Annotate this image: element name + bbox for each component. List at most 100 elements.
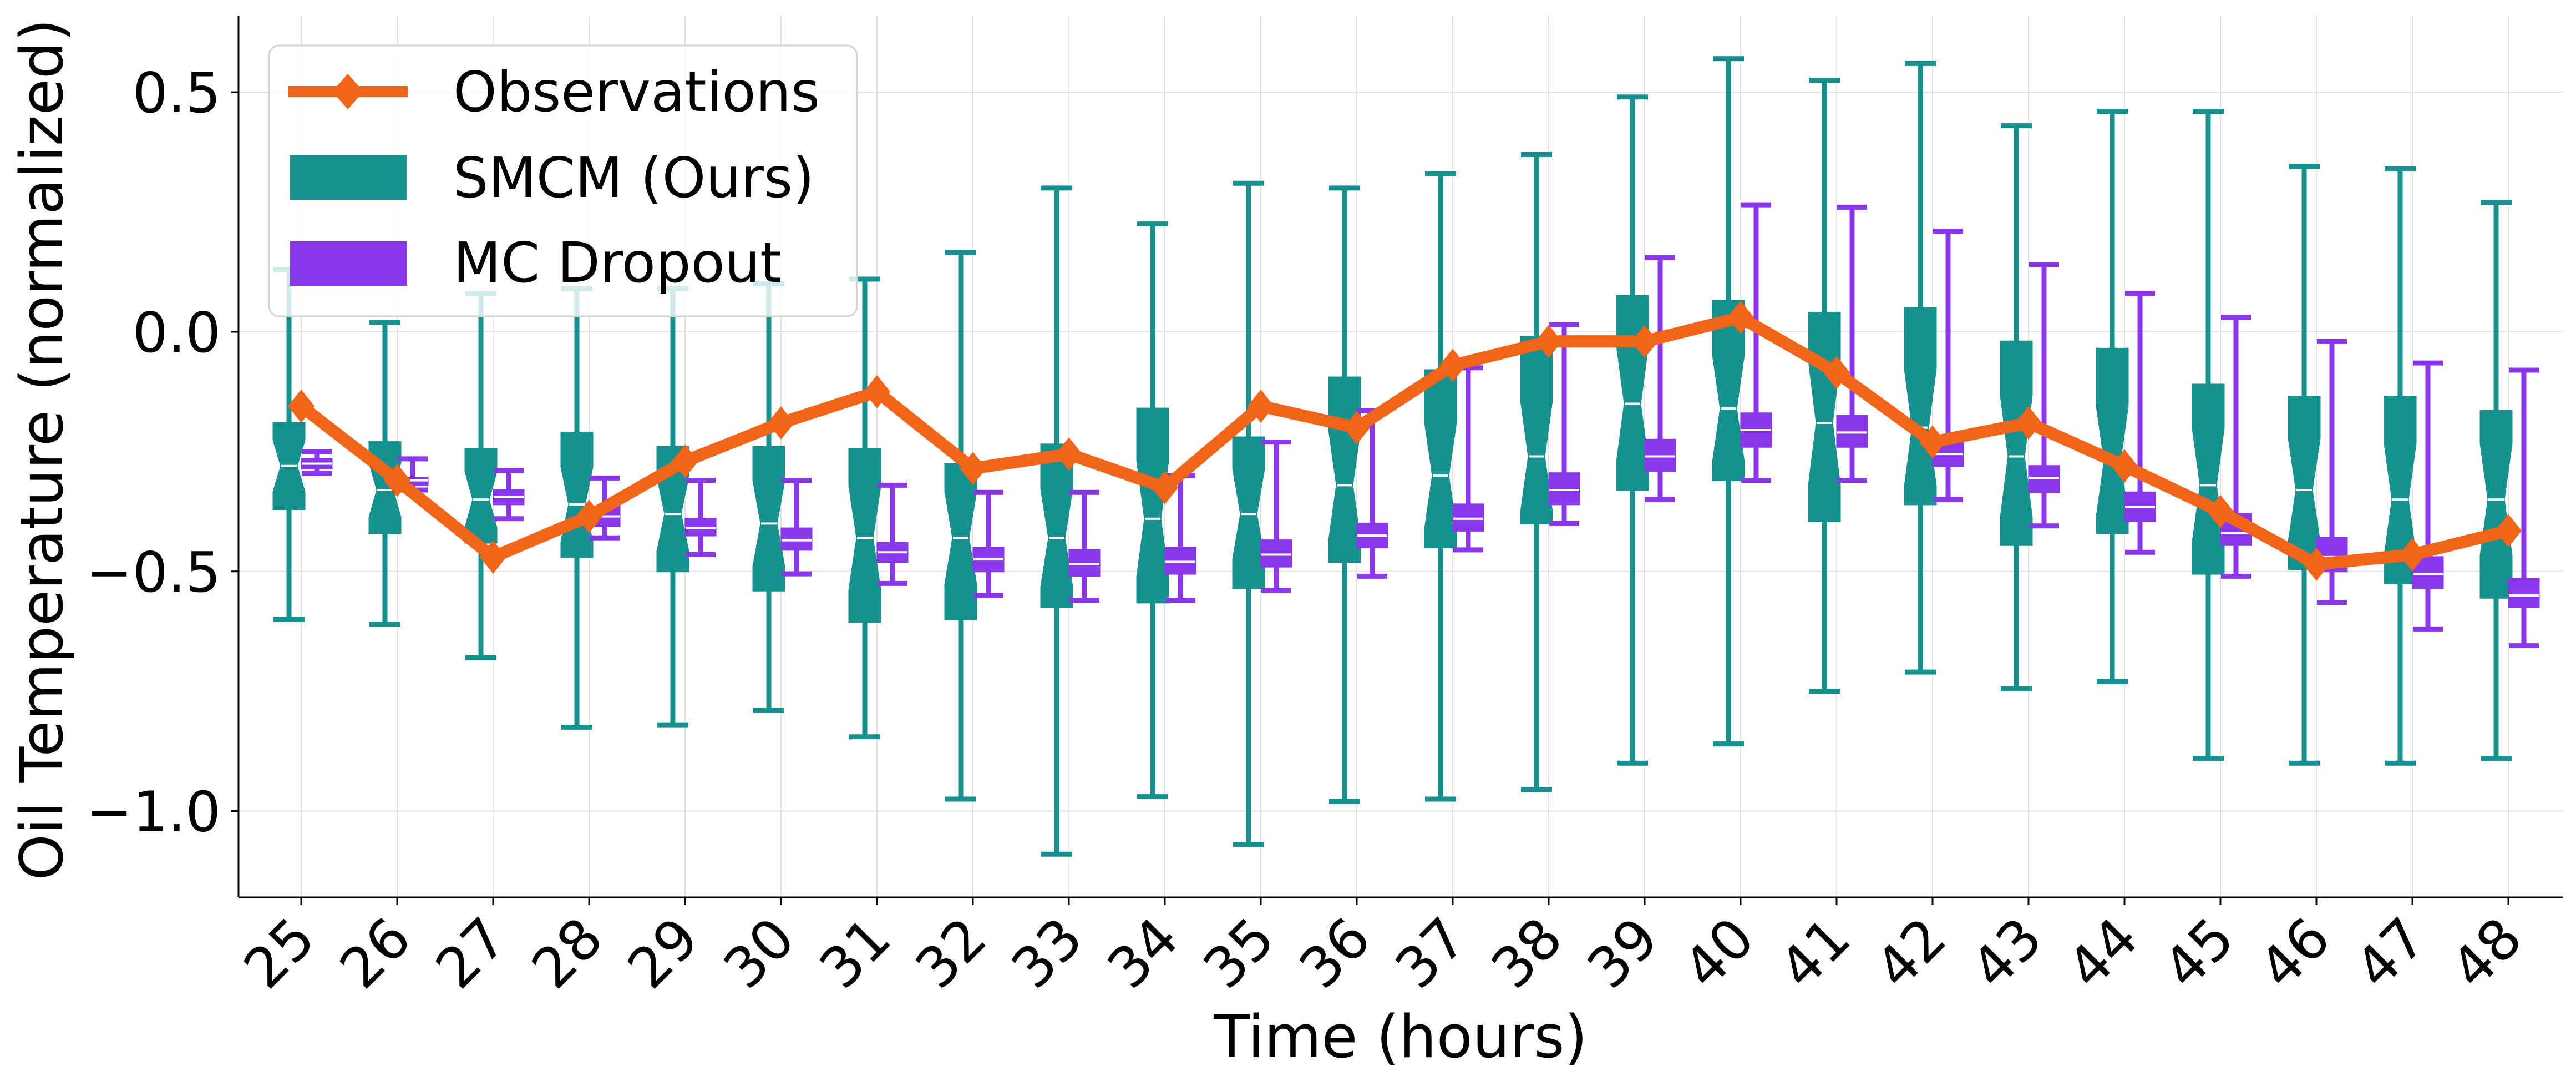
x-axis-title: Time (hours) bbox=[1213, 1003, 1588, 1071]
smcm-box bbox=[1328, 185, 1361, 804]
smcm-box bbox=[1616, 94, 1649, 766]
smcm-box-body bbox=[2479, 410, 2513, 599]
smcm-box bbox=[2479, 200, 2513, 761]
mc-dropout-box-body bbox=[1836, 415, 1868, 448]
x-tick-label: 34 bbox=[1095, 905, 1191, 1001]
observations-point bbox=[1919, 425, 1946, 459]
smcm-box-body bbox=[2288, 396, 2321, 570]
mc-dropout-box-body bbox=[1068, 549, 1101, 577]
legend-observations-marker bbox=[332, 74, 363, 109]
mc-dropout-box bbox=[1548, 322, 1580, 526]
observations-point bbox=[2015, 406, 2042, 440]
smcm-box-body bbox=[752, 446, 785, 592]
legend-smcm-swatch bbox=[290, 155, 407, 200]
observations-point bbox=[2495, 514, 2522, 548]
x-tick-label: 29 bbox=[615, 905, 711, 1001]
legend-entry-smcm: SMCM (Ours) bbox=[290, 145, 814, 210]
mc-dropout-box-body bbox=[780, 527, 813, 551]
observations-point bbox=[2207, 494, 2234, 528]
observations-point bbox=[1823, 356, 1850, 390]
smcm-box-body bbox=[1904, 307, 1937, 506]
mc-dropout-box bbox=[2220, 315, 2252, 579]
mc-dropout-box bbox=[1836, 204, 1868, 483]
x-tick-label: 25 bbox=[231, 905, 327, 1001]
mc-dropout-box-body bbox=[1548, 472, 1580, 506]
legend-smcm-label: SMCM (Ours) bbox=[453, 145, 814, 210]
x-ticks: 25 26 27 28 29 30 31 32 33 34 35 36 37 38 39 40 41 42 43 44… bbox=[231, 897, 2534, 1001]
smcm-box-body bbox=[1136, 407, 1169, 604]
x-tick-label: 28 bbox=[519, 905, 615, 1001]
mc-dropout-box bbox=[1644, 255, 1676, 502]
observations-series bbox=[288, 301, 2522, 581]
observations-point bbox=[576, 499, 602, 533]
smcm-box bbox=[1040, 185, 1073, 857]
observations-point bbox=[960, 452, 986, 486]
smcm-box bbox=[1136, 221, 1169, 800]
x-tick-label: 43 bbox=[1959, 905, 2055, 1001]
smcm-boxes bbox=[272, 56, 2513, 857]
x-tick-label: 35 bbox=[1191, 905, 1287, 1001]
observations-point bbox=[1535, 325, 1562, 358]
y-tick-label: −0.5 bbox=[86, 540, 221, 605]
smcm-box bbox=[272, 267, 306, 622]
x-tick-label: 47 bbox=[2342, 905, 2438, 1001]
observations-point bbox=[1248, 389, 1274, 423]
legend-entry-observations: Observations bbox=[288, 59, 820, 124]
mc-dropout-box-body bbox=[2508, 578, 2540, 609]
smcm-box-body bbox=[944, 462, 977, 620]
smcm-box bbox=[2288, 164, 2321, 766]
smcm-box bbox=[2192, 109, 2225, 761]
mc-dropout-box bbox=[1932, 229, 1964, 502]
legend-frame bbox=[268, 44, 858, 317]
smcm-box-body bbox=[848, 448, 881, 623]
smcm-box bbox=[1904, 60, 1937, 675]
y-axis-title: Oil Temperature (normalized) bbox=[8, 19, 76, 881]
observations-point bbox=[1439, 348, 1466, 382]
smcm-box-body bbox=[1040, 443, 1073, 609]
x-tick-label: 33 bbox=[999, 905, 1095, 1001]
x-tick-label: 46 bbox=[2247, 905, 2342, 1001]
mc-dropout-box bbox=[493, 468, 525, 522]
mc-dropout-box-body bbox=[2028, 465, 2060, 493]
x-tick-label: 26 bbox=[327, 905, 423, 1001]
mc-dropout-box bbox=[2412, 360, 2444, 632]
smcm-box bbox=[944, 250, 977, 802]
x-tick-label: 45 bbox=[2151, 905, 2247, 1001]
observations-point bbox=[672, 444, 698, 478]
mc-dropout-box bbox=[2508, 367, 2540, 649]
smcm-box bbox=[1520, 151, 1553, 792]
smcm-box-body bbox=[1232, 436, 1265, 589]
smcm-box-body bbox=[1520, 336, 1553, 524]
y-tick-label: −1.0 bbox=[86, 780, 221, 845]
smcm-box-body bbox=[2096, 347, 2129, 534]
smcm-box bbox=[1232, 180, 1265, 847]
mc-dropout-box bbox=[972, 489, 1005, 598]
axes bbox=[237, 16, 2563, 898]
x-tick-label: 38 bbox=[1479, 905, 1575, 1001]
observations-point bbox=[768, 406, 794, 440]
y-ticks: 0.5 0.0 −0.5 −1.0 bbox=[86, 60, 239, 845]
smcm-box bbox=[2096, 109, 2129, 684]
observations-point bbox=[864, 375, 890, 408]
observations-point bbox=[2303, 547, 2330, 581]
mc-dropout-box bbox=[1740, 202, 1772, 483]
legend: Observations SMCM (Ours) MC Dropout bbox=[268, 44, 858, 317]
x-tick-label: 27 bbox=[423, 905, 519, 1001]
mc-dropout-box-body bbox=[1644, 438, 1676, 472]
legend-mc-dropout-swatch bbox=[290, 241, 407, 286]
observations-line bbox=[295, 311, 2514, 570]
x-tick-label: 37 bbox=[1383, 905, 1479, 1001]
smcm-box-body bbox=[1616, 295, 1649, 491]
x-tick-label: 31 bbox=[807, 905, 903, 1001]
mc-dropout-box bbox=[780, 478, 813, 577]
x-tick-label: 41 bbox=[1767, 905, 1863, 1001]
mc-dropout-box bbox=[1356, 408, 1388, 579]
smcm-box bbox=[1424, 171, 1457, 802]
smcm-box bbox=[656, 286, 689, 728]
observations-point bbox=[1152, 471, 1178, 504]
mc-dropout-box bbox=[1068, 489, 1101, 603]
legend-mc-dropout-label: MC Dropout bbox=[453, 230, 782, 295]
x-tick-label: 32 bbox=[903, 905, 999, 1001]
smcm-box bbox=[848, 276, 881, 740]
